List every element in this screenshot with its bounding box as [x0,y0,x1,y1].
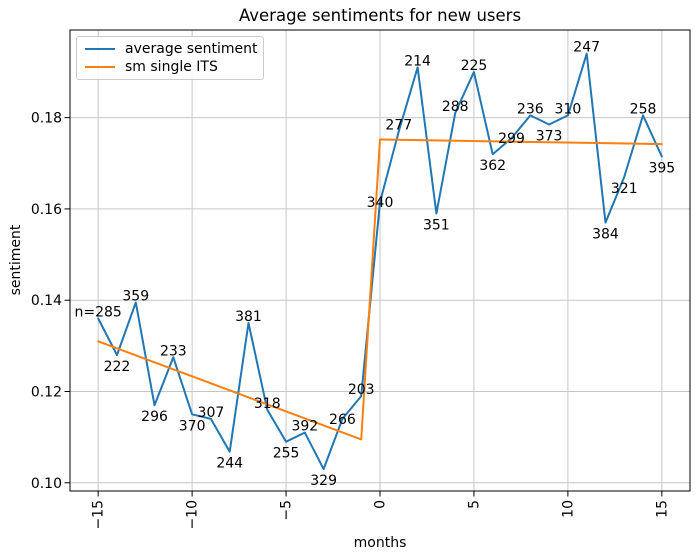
annotation-n-count: 247 [573,40,600,56]
x-tick-label: 5 [466,500,482,509]
x-tick-label: 10 [560,500,576,518]
annotation-n-count: 296 [141,409,168,425]
annotation-n-count: 277 [385,117,412,133]
annotation-n-count: 329 [310,473,337,489]
x-tick-label: 0 [373,500,389,509]
x-tick-label: 15 [654,500,670,518]
y-tick-label: 0.14 [31,293,62,309]
legend-label: average sentiment [125,41,258,57]
legend: average sentiment sm single ITS [76,36,264,80]
y-tick-label: 0.18 [31,111,62,127]
annotation-n-count: 299 [498,131,525,147]
annotation-n-count: 236 [517,101,544,117]
annotation-n-count: 351 [423,217,450,233]
annotation-n-count: 395 [648,160,675,176]
annotation-n-count: 222 [104,359,131,375]
annotation-n-count: 310 [555,101,582,117]
annotation-n-count: 340 [367,195,394,211]
annotation-n-count: 359 [122,288,149,304]
annotation-n-count: 258 [630,101,657,117]
annotation-n-count: 255 [273,446,300,462]
series-line-sm-single-its [97,138,663,441]
axis-tick-labels: −15 −10 −5 0 5 10 15 0.10 0.12 0.14 0.16 0.18 [31,111,670,530]
annotation-n-count: 266 [329,412,356,428]
annotation-n-count: 373 [536,128,563,144]
annotation-n-count: 203 [348,382,375,398]
annotation-n-count: 370 [179,418,206,434]
chart-title: Average sentiments for new users [238,6,522,25]
legend-line-sample-orange [85,66,115,68]
legend-item-sm-single-its: sm single ITS [77,60,263,74]
annotation-n-count: 321 [611,181,638,197]
y-tick-label: 0.16 [31,202,62,218]
x-tick-label: −10 [185,500,201,530]
annotation-n-count: 362 [479,158,506,174]
legend-label: sm single ITS [125,59,218,75]
y-axis-label: sentiment [8,224,24,296]
annotation-n-count: 233 [160,343,187,359]
annotation-n-count: 307 [198,405,225,421]
annotation-n-count: n=285 [75,304,122,320]
x-tick-label: −5 [279,500,295,521]
annotation-n-count: 318 [254,396,281,412]
y-tick-label: 0.10 [31,476,62,492]
gridlines [70,30,690,491]
axis-ticks [64,117,663,497]
legend-line-sample-blue [85,48,115,50]
data-series-lines [97,52,663,471]
annotation-n-count: 288 [442,99,469,115]
annotation-n-count: 225 [461,58,488,74]
series-line-average-sentiment [97,52,663,471]
legend-item-average-sentiment: average sentiment [77,42,263,56]
annotation-n-count: 384 [592,227,619,243]
annotation-n-count: 381 [235,309,262,325]
annotation-n-count: 214 [404,53,431,69]
y-tick-label: 0.12 [31,384,62,400]
x-tick-label: −15 [91,500,107,530]
annotation-n-count: 244 [216,456,243,472]
x-axis-label: months [353,535,407,551]
annotation-n-count: 392 [291,419,318,435]
